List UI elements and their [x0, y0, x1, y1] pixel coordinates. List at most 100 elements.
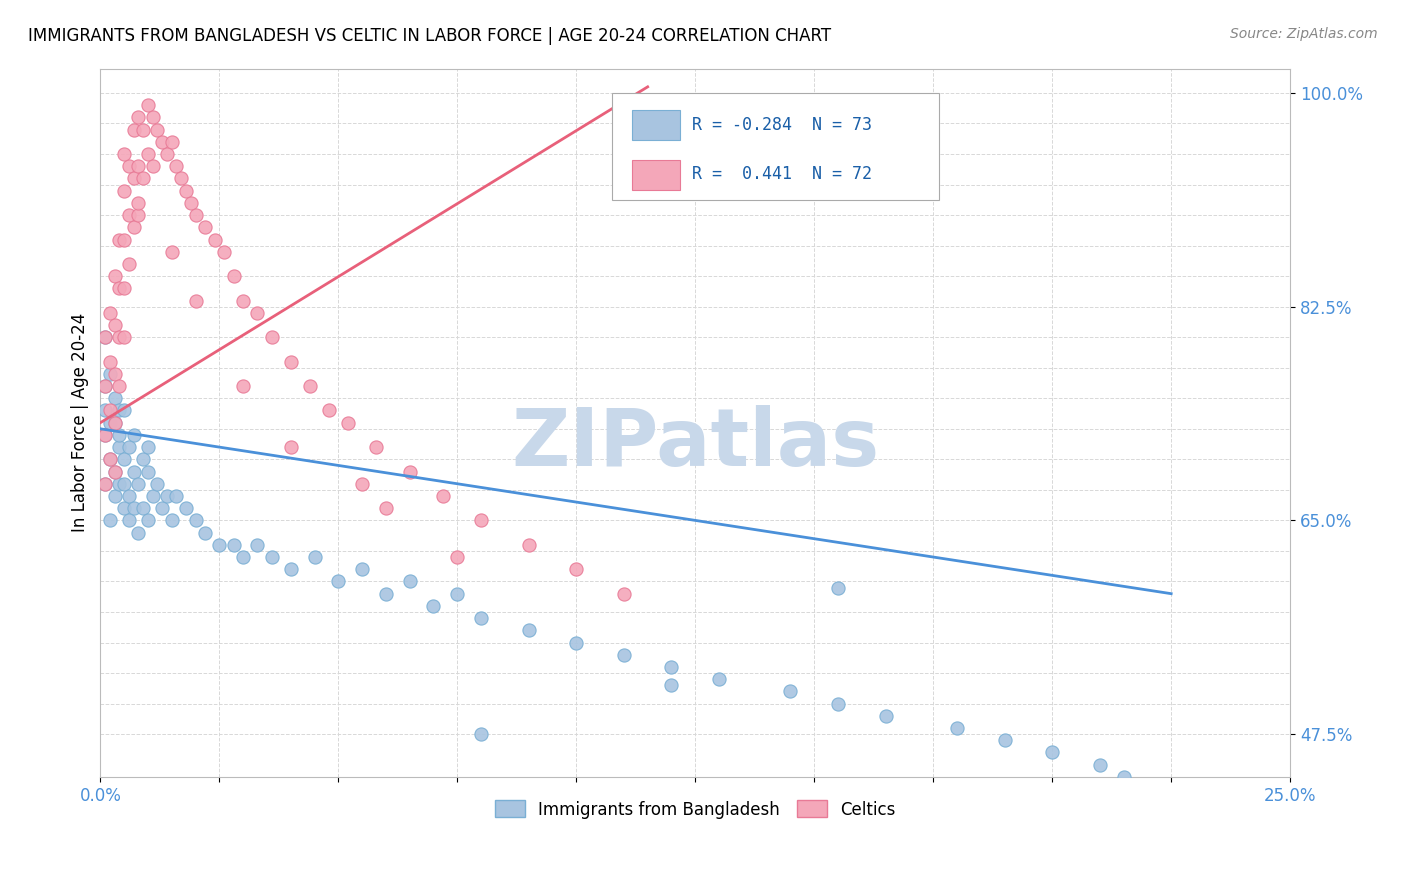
Text: ZIPatlas: ZIPatlas [512, 405, 879, 483]
Legend: Immigrants from Bangladesh, Celtics: Immigrants from Bangladesh, Celtics [488, 794, 903, 825]
Point [232, 379, 254, 393]
Point [122, 465, 145, 479]
Point [112, 281, 135, 295]
Point [160, 244, 183, 259]
Point [298, 379, 321, 393]
Point [180, 195, 202, 210]
Point [174, 184, 197, 198]
Point [156, 489, 179, 503]
Point [108, 379, 131, 393]
Point [432, 489, 454, 503]
FancyBboxPatch shape [633, 111, 679, 140]
Point [150, 135, 173, 149]
Point [108, 428, 131, 442]
Point [446, 549, 468, 564]
Point [170, 171, 193, 186]
Point [127, 476, 149, 491]
Point [280, 440, 302, 454]
Point [613, 648, 636, 662]
Point [104, 465, 127, 479]
Point [146, 122, 169, 136]
Point [222, 538, 245, 552]
Point [827, 581, 849, 595]
Point [132, 122, 155, 136]
Point [352, 562, 374, 576]
Point [260, 330, 283, 344]
Point [112, 452, 135, 467]
Point [108, 403, 131, 417]
Point [374, 501, 396, 516]
Point [104, 318, 127, 332]
Point [246, 538, 269, 552]
Point [146, 476, 169, 491]
Point [707, 672, 730, 686]
Point [222, 269, 245, 284]
Point [98, 452, 121, 467]
Point [156, 147, 179, 161]
Point [398, 574, 420, 589]
Point [160, 513, 183, 527]
Point [194, 525, 217, 540]
Point [112, 501, 135, 516]
Point [98, 452, 121, 467]
Point [280, 562, 302, 576]
Point [328, 574, 350, 589]
Point [232, 293, 254, 308]
Point [94, 330, 117, 344]
Point [122, 428, 145, 442]
Point [422, 599, 444, 613]
Point [136, 440, 159, 454]
Point [98, 306, 121, 320]
Point [104, 416, 127, 430]
Point [118, 489, 141, 503]
Point [94, 476, 117, 491]
Point [366, 440, 388, 454]
Point [132, 171, 155, 186]
Point [122, 122, 145, 136]
Point [232, 549, 254, 564]
Point [98, 403, 121, 417]
Point [142, 111, 165, 125]
Point [104, 367, 127, 381]
Point [374, 587, 396, 601]
Point [108, 476, 131, 491]
Point [565, 635, 588, 649]
Point [194, 220, 217, 235]
FancyBboxPatch shape [612, 94, 939, 200]
Point [112, 330, 135, 344]
Point [108, 232, 131, 246]
Point [112, 476, 135, 491]
Point [118, 513, 141, 527]
Point [565, 562, 588, 576]
Point [104, 391, 127, 405]
Text: Source: ZipAtlas.com: Source: ZipAtlas.com [1230, 27, 1378, 41]
Point [98, 513, 121, 527]
Point [118, 159, 141, 173]
Point [136, 465, 159, 479]
Point [280, 354, 302, 368]
Point [104, 416, 127, 430]
Point [98, 416, 121, 430]
Point [112, 403, 135, 417]
Point [118, 208, 141, 222]
Point [517, 624, 540, 638]
Point [118, 440, 141, 454]
Point [184, 293, 207, 308]
Point [122, 171, 145, 186]
Point [127, 525, 149, 540]
Point [994, 733, 1017, 747]
Point [98, 367, 121, 381]
Point [260, 549, 283, 564]
Point [352, 476, 374, 491]
Point [160, 135, 183, 149]
Point [136, 513, 159, 527]
Point [166, 159, 188, 173]
Point [94, 403, 117, 417]
Point [122, 501, 145, 516]
Point [127, 208, 149, 222]
Point [132, 501, 155, 516]
Point [304, 549, 326, 564]
Point [208, 538, 231, 552]
Point [132, 452, 155, 467]
Point [127, 195, 149, 210]
